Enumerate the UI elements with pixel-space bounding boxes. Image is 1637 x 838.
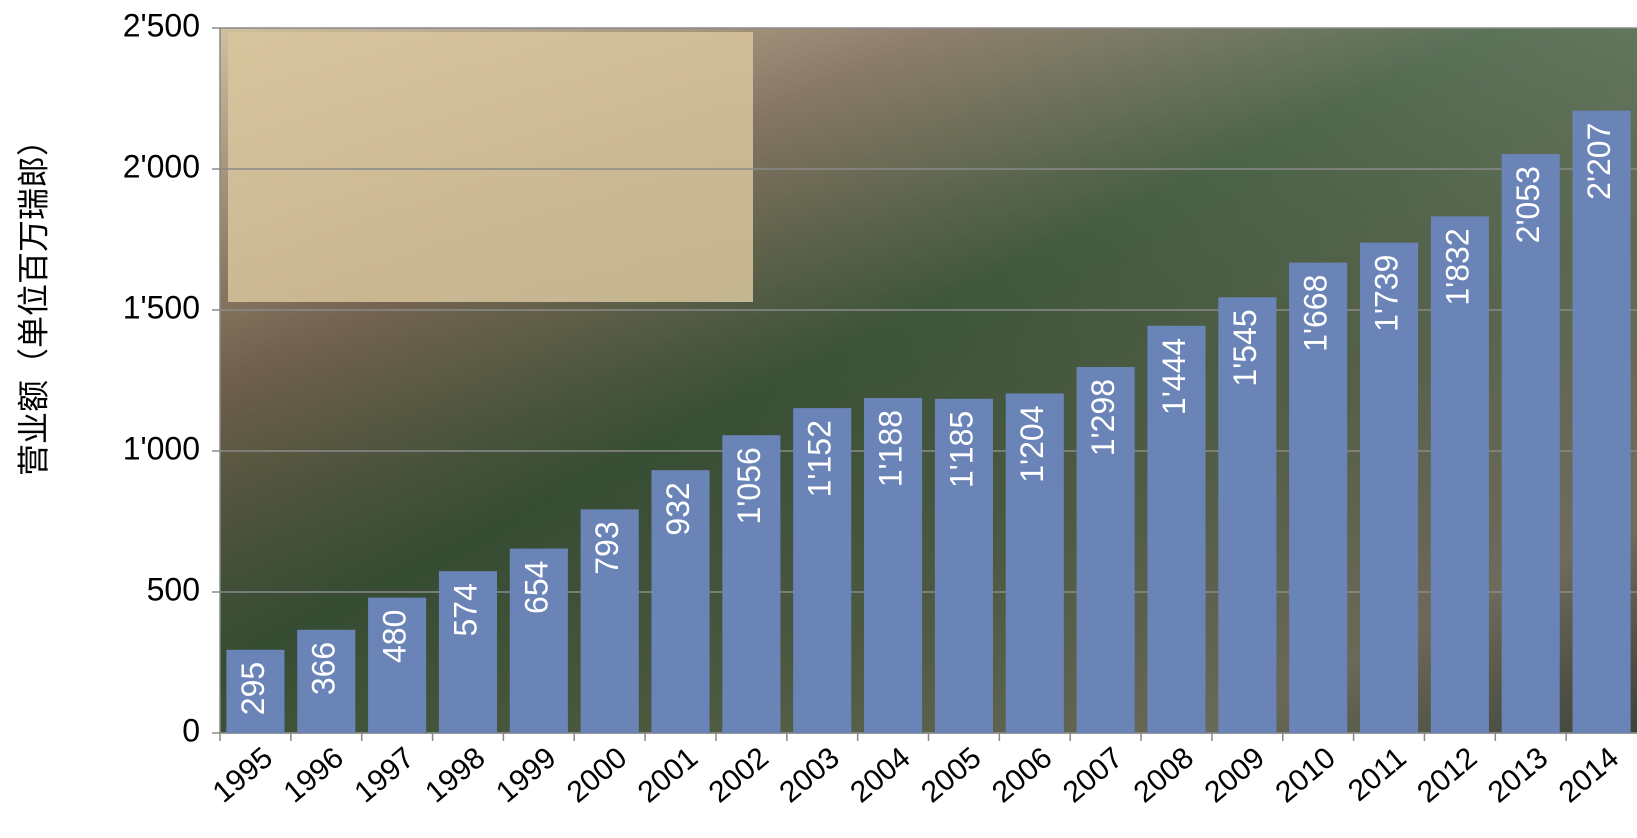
bar [368, 597, 427, 733]
x-tick-label: 2009 [1199, 741, 1271, 809]
y-tick-label: 0 [182, 712, 200, 748]
bar [1501, 154, 1560, 733]
x-tick-label: 2004 [844, 741, 916, 809]
value-label: 574 [447, 583, 483, 636]
bar [722, 435, 781, 733]
value-label: 1'668 [1298, 275, 1334, 352]
x-tick-label: 2006 [986, 741, 1058, 809]
bar [1430, 216, 1489, 734]
y-tick-label: 1'500 [123, 289, 200, 325]
value-label: 1'832 [1439, 228, 1475, 305]
bar [297, 629, 356, 733]
x-tick-label: 2003 [773, 741, 845, 809]
bar [864, 397, 923, 733]
x-tick-label: 2008 [1128, 741, 1200, 809]
y-tick-label: 2'000 [123, 148, 200, 184]
x-tick-label: 2005 [915, 741, 987, 809]
value-label: 480 [377, 610, 413, 663]
bar [651, 470, 710, 733]
value-label: 366 [306, 642, 342, 695]
value-label: 1'739 [1368, 255, 1404, 332]
y-tick-label: 2'500 [123, 7, 200, 43]
value-label: 2'053 [1510, 166, 1546, 243]
bar [509, 548, 568, 733]
bar [1289, 262, 1348, 733]
background-sign [228, 32, 753, 302]
bar [1005, 393, 1064, 733]
x-tick-label: 1997 [348, 741, 420, 809]
x-tick-label: 2014 [1553, 741, 1625, 809]
y-axis-label: 营业额（单位百万瑞郎） [15, 124, 51, 476]
bar [580, 509, 639, 733]
y-tick-label: 500 [147, 571, 200, 607]
bar [1147, 325, 1206, 733]
value-label: 932 [660, 482, 696, 535]
value-label: 295 [235, 662, 271, 715]
value-label: 1'188 [873, 410, 909, 487]
value-label: 2'207 [1581, 123, 1617, 200]
x-tick-label: 2012 [1411, 741, 1483, 809]
bar [1076, 366, 1135, 733]
value-label: 793 [589, 521, 625, 574]
x-tick-label: 1995 [207, 741, 279, 809]
x-tick-label: 2011 [1342, 741, 1413, 808]
bar [934, 398, 993, 733]
bar [438, 571, 498, 733]
x-tick-label: 2002 [703, 741, 775, 809]
value-label: 1'204 [1014, 405, 1050, 482]
bar [1218, 297, 1277, 733]
x-tick-label: 2000 [561, 741, 633, 809]
x-tick-label: 2013 [1482, 741, 1554, 809]
bar [226, 649, 285, 733]
x-tick-label: 1996 [278, 741, 350, 809]
value-label: 1'545 [1227, 309, 1263, 386]
y-tick-label: 1'000 [123, 430, 200, 466]
value-label: 1'152 [802, 420, 838, 497]
x-tick-label: 2001 [632, 741, 704, 809]
x-tick-label: 2010 [1269, 741, 1341, 809]
value-label: 1'444 [1156, 338, 1192, 415]
value-label: 1'185 [943, 411, 979, 488]
value-label: 654 [518, 561, 554, 614]
x-tick-label: 1998 [419, 741, 491, 809]
x-tick-label: 1999 [490, 741, 562, 809]
value-label: 1'298 [1085, 379, 1121, 456]
value-label: 1'056 [731, 447, 767, 524]
bar [1359, 242, 1419, 734]
x-tick-label: 2007 [1057, 741, 1129, 809]
bar [1572, 110, 1631, 734]
bar [793, 408, 852, 733]
